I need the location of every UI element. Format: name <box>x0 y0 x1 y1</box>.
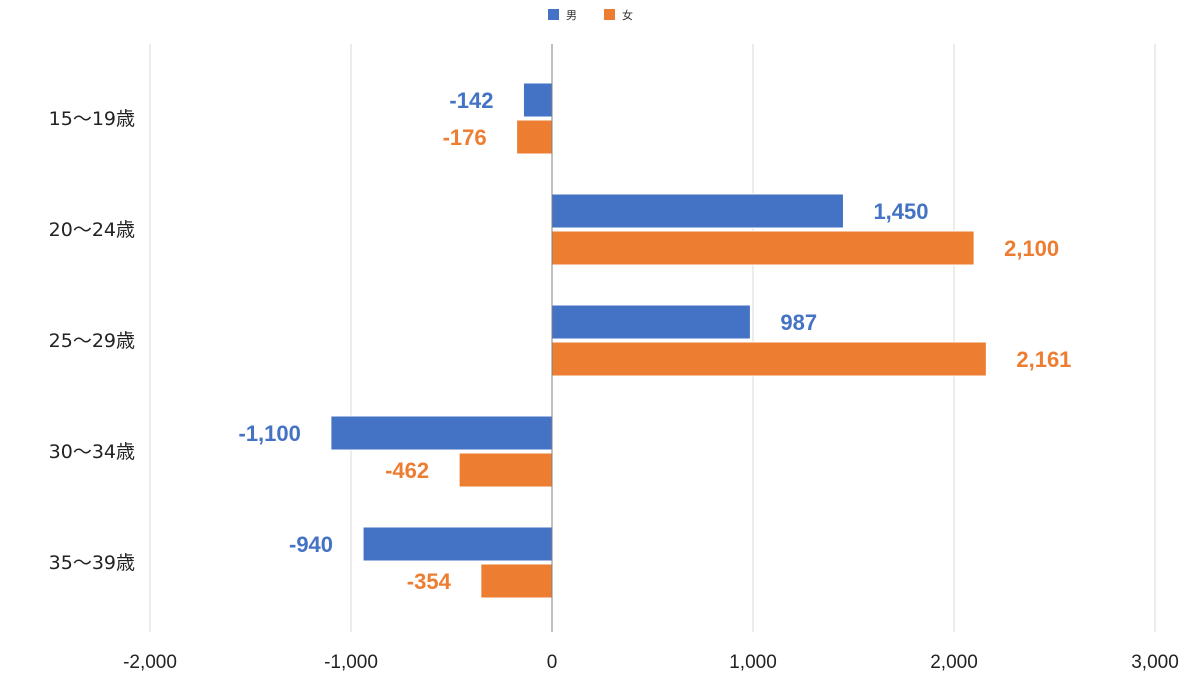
category-label: 30〜34歳 <box>49 441 135 463</box>
bar-male <box>551 304 751 340</box>
data-label: 987 <box>780 310 817 335</box>
category-labels: 15〜19歳 20〜24歳 25〜29歳 30〜34歳 35〜39歳 <box>49 108 135 574</box>
data-label: -142 <box>449 88 493 113</box>
bar-female <box>516 119 553 155</box>
data-label: 2,100 <box>1004 236 1059 261</box>
bar-male <box>362 526 553 562</box>
data-label: -354 <box>407 569 452 594</box>
bars <box>330 82 987 599</box>
x-tick-label: 3,000 <box>1131 652 1179 673</box>
legend-swatch <box>604 9 615 20</box>
legend: 男女 <box>548 8 633 22</box>
bar-female <box>480 563 553 599</box>
category-label: 35〜39歳 <box>49 552 135 574</box>
legend-label: 女 <box>622 8 633 22</box>
legend-label: 男 <box>566 9 577 22</box>
bar-female <box>551 341 987 377</box>
x-tick-label: 2,000 <box>930 652 978 673</box>
data-labels: -142 -176 1,450 2,100 987 2,161 -1,100 -462 -940… <box>239 88 1072 594</box>
bar-female <box>551 230 975 266</box>
data-label: 1,450 <box>873 199 928 224</box>
data-label: -1,100 <box>239 421 301 446</box>
x-tick-label: -2,000 <box>123 652 177 673</box>
category-label: 20〜24歳 <box>49 219 135 241</box>
category-label: 25〜29歳 <box>49 330 135 352</box>
x-tick-label: 0 <box>547 652 558 673</box>
x-tick-label: 1,000 <box>729 652 777 673</box>
data-label: -176 <box>443 125 487 150</box>
bar-male <box>522 82 553 118</box>
data-label: 2,161 <box>1016 347 1071 372</box>
x-tick-label: -1,000 <box>324 652 378 673</box>
category-label: 15〜19歳 <box>49 108 135 130</box>
x-tick-labels: -2,000 -1,000 0 1,000 2,000 3,000 <box>123 652 1179 673</box>
legend-swatch <box>548 9 559 20</box>
bar-male <box>551 193 844 229</box>
bar-male <box>330 415 553 451</box>
data-label: -462 <box>385 458 429 483</box>
data-label: -940 <box>289 532 333 557</box>
bar-female <box>458 452 553 488</box>
gridlines <box>149 44 1156 632</box>
